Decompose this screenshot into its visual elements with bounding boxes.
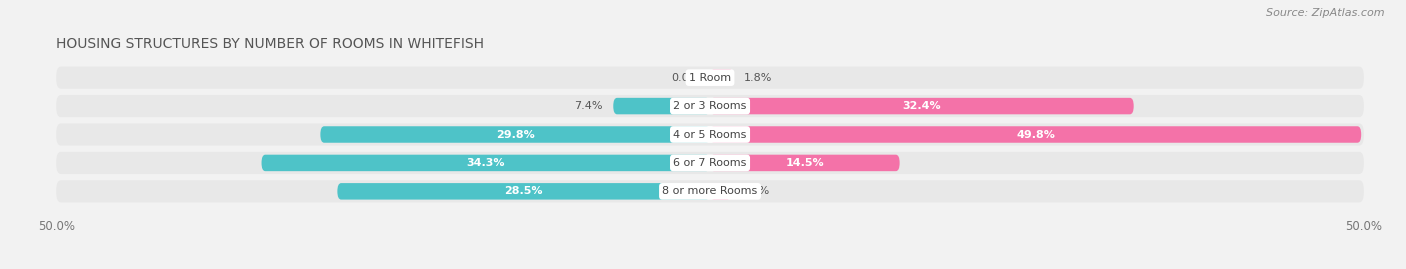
FancyBboxPatch shape (56, 95, 1364, 117)
FancyBboxPatch shape (321, 126, 710, 143)
Text: 4 or 5 Rooms: 4 or 5 Rooms (673, 129, 747, 140)
Text: 34.3%: 34.3% (467, 158, 505, 168)
FancyBboxPatch shape (56, 123, 1364, 146)
FancyBboxPatch shape (262, 155, 710, 171)
Text: HOUSING STRUCTURES BY NUMBER OF ROOMS IN WHITEFISH: HOUSING STRUCTURES BY NUMBER OF ROOMS IN… (56, 37, 484, 51)
FancyBboxPatch shape (710, 155, 900, 171)
FancyBboxPatch shape (56, 180, 1364, 203)
Text: 1 Room: 1 Room (689, 73, 731, 83)
FancyBboxPatch shape (710, 69, 734, 86)
FancyBboxPatch shape (710, 126, 1361, 143)
Text: 29.8%: 29.8% (496, 129, 534, 140)
Text: 2 or 3 Rooms: 2 or 3 Rooms (673, 101, 747, 111)
FancyBboxPatch shape (613, 98, 710, 114)
Text: 1.8%: 1.8% (744, 73, 772, 83)
Text: Source: ZipAtlas.com: Source: ZipAtlas.com (1267, 8, 1385, 18)
Text: 14.5%: 14.5% (786, 158, 824, 168)
Text: 28.5%: 28.5% (505, 186, 543, 196)
Text: 8 or more Rooms: 8 or more Rooms (662, 186, 758, 196)
Text: 49.8%: 49.8% (1017, 129, 1054, 140)
Text: 1.6%: 1.6% (741, 186, 769, 196)
FancyBboxPatch shape (56, 152, 1364, 174)
FancyBboxPatch shape (710, 183, 731, 200)
FancyBboxPatch shape (337, 183, 710, 200)
Text: 32.4%: 32.4% (903, 101, 941, 111)
Text: 7.4%: 7.4% (574, 101, 603, 111)
FancyBboxPatch shape (710, 98, 1133, 114)
FancyBboxPatch shape (56, 66, 1364, 89)
Text: 6 or 7 Rooms: 6 or 7 Rooms (673, 158, 747, 168)
Text: 0.0%: 0.0% (671, 73, 700, 83)
